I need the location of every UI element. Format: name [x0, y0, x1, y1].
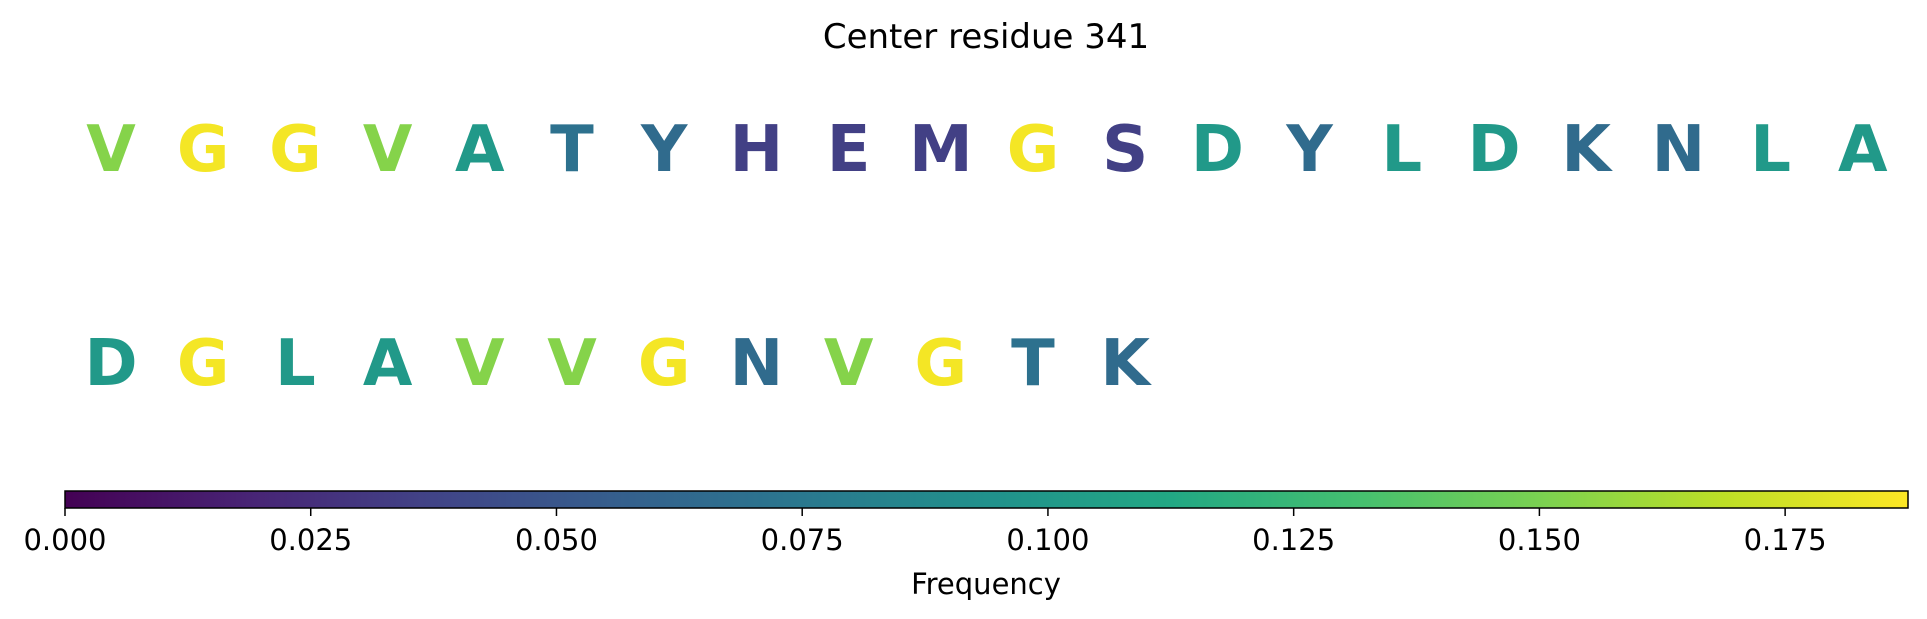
- residue-letters: V G G V A T Y H E M G S D Y L D K N L AD G L A V V G N V G T K: [84, 113, 1888, 401]
- residue-letter: Y: [1285, 113, 1333, 187]
- residue-letter: V: [547, 327, 597, 401]
- colorbar-tick-label: 0.150: [1498, 523, 1581, 557]
- residue-letter: A: [363, 327, 413, 401]
- residue-letter: D: [1191, 113, 1244, 187]
- residue-letter: L: [1381, 113, 1422, 187]
- residue-letter: G: [638, 327, 691, 401]
- colorbar-tick-label: 0.175: [1744, 523, 1827, 557]
- colorbar-tick-label: 0.000: [23, 523, 106, 557]
- colorbar-tick-label: 0.100: [1006, 523, 1089, 557]
- colorbar-tick-label: 0.075: [761, 523, 844, 557]
- residue-letter: K: [1100, 327, 1152, 401]
- residue-letter: L: [275, 327, 316, 401]
- colorbar-tick-label: 0.125: [1252, 523, 1335, 557]
- residue-letter: M: [909, 113, 973, 187]
- residue-letter: V: [86, 113, 136, 187]
- residue-letter: A: [1838, 113, 1888, 187]
- residue-letter: V: [824, 327, 874, 401]
- colorbar-tick-label: 0.050: [515, 523, 598, 557]
- residue-letter: N: [1652, 113, 1706, 187]
- residue-letter: G: [1007, 113, 1060, 187]
- colorbar-tick-label: 0.025: [269, 523, 352, 557]
- residue-letter: H: [730, 113, 784, 187]
- residue-letter: A: [455, 113, 505, 187]
- residue-letter: G: [177, 113, 230, 187]
- residue-letter: N: [730, 327, 784, 401]
- residue-letter: V: [363, 113, 413, 187]
- residue-letter: V: [455, 327, 505, 401]
- colorbar-ticks: 0.000 0.025 0.050 0.075 0.100 0.125 0.150 0.175: [23, 508, 1827, 557]
- residue-letter: T: [550, 113, 594, 187]
- residue-letter: K: [1561, 113, 1613, 187]
- chart-title: Center residue 341: [823, 17, 1149, 57]
- residue-letter: D: [1467, 113, 1520, 187]
- residue-letter: L: [1750, 113, 1791, 187]
- residue-letter: Y: [640, 113, 688, 187]
- colorbar: [64, 490, 1909, 509]
- residue-letter: E: [827, 113, 871, 187]
- residue-letter: D: [84, 327, 137, 401]
- residue-letter: T: [1011, 327, 1055, 401]
- residue-letter: G: [177, 327, 230, 401]
- residue-letter: S: [1102, 113, 1148, 187]
- residue-letter: G: [915, 327, 968, 401]
- residue-letter: G: [269, 113, 322, 187]
- colorbar-label: Frequency: [911, 567, 1061, 601]
